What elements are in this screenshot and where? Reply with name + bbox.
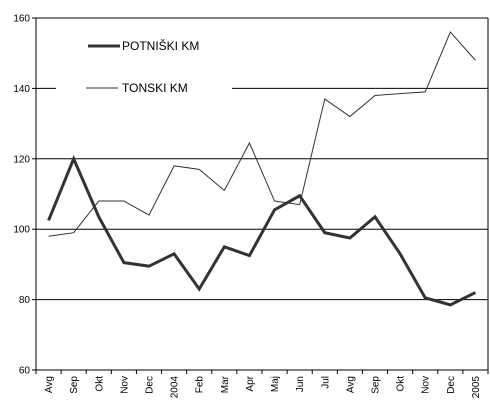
gridlines: [36, 87, 488, 301]
x-tick-label: Apr: [245, 375, 256, 391]
x-tick-label: 2004: [170, 376, 181, 399]
legend-label: POTNIŠKI KM: [122, 38, 199, 53]
legend-label: TONSKI KM: [122, 81, 188, 95]
x-tick-label: Dec: [446, 376, 457, 394]
legend: POTNIŠKI KM TONSKI KM: [86, 38, 199, 95]
series-line-tonski-km: [48, 31, 476, 237]
x-tick-label: Jun: [295, 376, 306, 392]
y-tick-label: 80: [19, 295, 31, 306]
x-tick-label: Feb: [195, 376, 206, 394]
y-tick-label: 100: [13, 225, 30, 236]
series-line-potniski-km: [47, 154, 477, 307]
x-tick-label: Avg: [44, 376, 55, 393]
x-tick-label: 2005: [471, 376, 482, 399]
x-tick-label: Sep: [371, 376, 382, 394]
x-tick-label: Okt: [396, 376, 407, 392]
x-tick-label: Okt: [94, 376, 105, 392]
x-tick-label: Sep: [69, 376, 80, 394]
y-tick-label: 120: [13, 154, 30, 165]
x-tick-label: Avg: [345, 376, 356, 393]
x-tick-label: Maj: [270, 376, 281, 392]
x-tick-labels: Avg Sep Okt Nov Dec 2004 Feb Mar Apr Maj Jun Jul Avg…: [44, 375, 482, 398]
axes: [32, 17, 489, 374]
y-tick-label: 140: [13, 84, 30, 95]
x-tick-label: Mar: [220, 375, 231, 393]
x-tick-label: Nov: [119, 376, 130, 394]
x-tick-label: Nov: [421, 376, 432, 394]
y-tick-label: 160: [13, 14, 30, 25]
x-tick-label: Jul: [320, 376, 331, 389]
x-tick-label: Dec: [145, 376, 156, 394]
y-tick-labels: 60 80 100 120 140 160: [13, 14, 30, 377]
series-lines: [47, 31, 477, 307]
y-tick-label: 60: [19, 366, 31, 377]
